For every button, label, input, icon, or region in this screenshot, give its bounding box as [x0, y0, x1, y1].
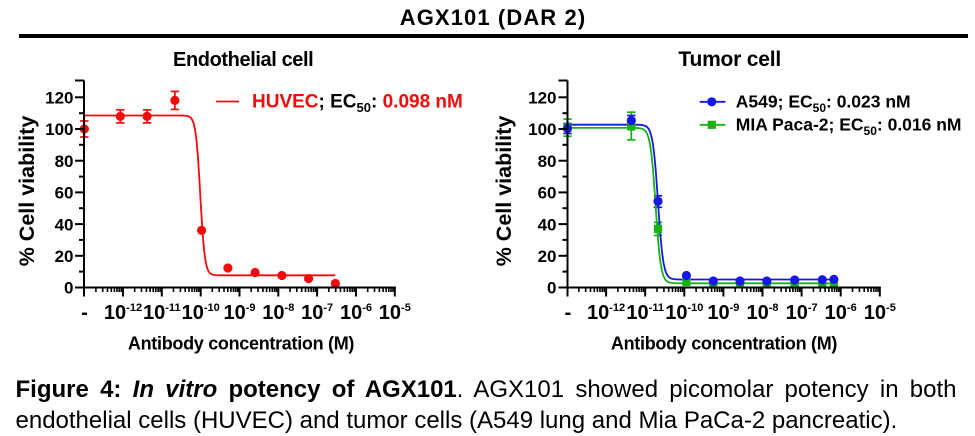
svg-text:10-12: 10-12	[104, 302, 142, 324]
svg-text:80: 80	[55, 152, 74, 171]
svg-text:10-7: 10-7	[786, 302, 818, 324]
svg-text:-: -	[81, 302, 88, 324]
svg-text:% Cell viability: % Cell viability	[15, 116, 39, 267]
svg-text:Endothelial cell: Endothelial cell	[173, 49, 313, 71]
svg-text:-: -	[565, 302, 572, 324]
svg-text:10-6: 10-6	[340, 302, 372, 324]
svg-text:10-9: 10-9	[223, 302, 255, 324]
svg-text:10-12: 10-12	[587, 302, 625, 324]
svg-text:120: 120	[528, 89, 556, 108]
svg-text:10-7: 10-7	[301, 302, 333, 324]
svg-text:10-6: 10-6	[825, 302, 857, 324]
svg-text:20: 20	[538, 247, 557, 266]
svg-text:10-10: 10-10	[182, 302, 220, 324]
svg-text:80: 80	[538, 152, 557, 171]
svg-text:100: 100	[528, 120, 556, 139]
svg-text:40: 40	[538, 215, 557, 234]
svg-text:0: 0	[64, 279, 73, 298]
svg-text:0: 0	[547, 279, 556, 298]
svg-text:Antibody concentration (M): Antibody concentration (M)	[611, 334, 837, 354]
svg-text:10-10: 10-10	[665, 302, 703, 324]
svg-text:20: 20	[55, 247, 74, 266]
svg-text:Tumor cell: Tumor cell	[678, 48, 781, 71]
svg-text:10-5: 10-5	[864, 302, 896, 324]
svg-text:% Cell viability: % Cell viability	[492, 116, 516, 267]
svg-text:10-9: 10-9	[707, 302, 739, 324]
svg-text:HUVEC; EC50: 0.098 nM: HUVEC; EC50: 0.098 nM	[252, 91, 463, 115]
svg-text:10-5: 10-5	[379, 302, 411, 324]
svg-text:10-8: 10-8	[746, 302, 778, 324]
svg-text:120: 120	[45, 89, 73, 108]
svg-text:10-11: 10-11	[143, 302, 181, 324]
svg-text:10-11: 10-11	[626, 302, 664, 324]
svg-text:A549; EC50: 0.023 nM: A549; EC50: 0.023 nM	[736, 92, 911, 115]
svg-text:MIA Paca-2; EC50: 0.016 nM: MIA Paca-2; EC50: 0.016 nM	[736, 115, 962, 138]
svg-text:60: 60	[538, 184, 557, 203]
svg-text:40: 40	[55, 215, 74, 234]
svg-text:10-8: 10-8	[262, 302, 294, 324]
svg-text:100: 100	[45, 120, 73, 139]
svg-text:60: 60	[55, 184, 74, 203]
svg-text:Antibody concentration (M): Antibody concentration (M)	[128, 334, 354, 354]
